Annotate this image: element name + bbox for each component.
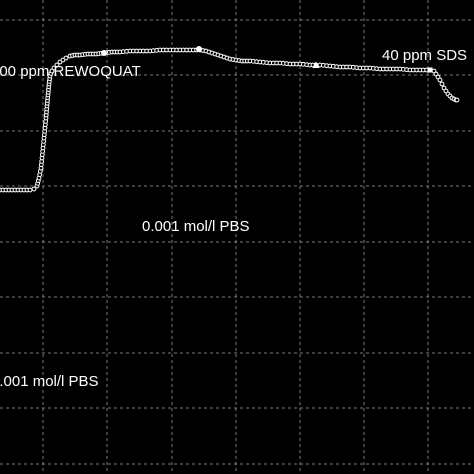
data-point xyxy=(31,186,37,192)
data-point xyxy=(51,65,57,71)
data-point xyxy=(54,62,60,68)
square-data-point xyxy=(427,67,433,73)
data-point xyxy=(437,77,443,83)
data-point xyxy=(63,55,69,61)
large-data-point xyxy=(101,50,107,56)
triangle-data-point xyxy=(312,61,320,68)
data-point xyxy=(439,81,445,87)
annotation-pbs-middle: 0.001 mol/l PBS xyxy=(142,218,250,235)
annotation-rewoquat: 500 ppm REWOQUAT xyxy=(0,63,141,80)
data-point xyxy=(454,97,460,103)
data-point xyxy=(27,187,33,193)
annotation-sds: 40 ppm SDS xyxy=(382,47,468,64)
annotation-pbs-bottom: 0.001 mol/l PBS xyxy=(0,373,99,390)
data-markers xyxy=(0,46,460,193)
large-data-point xyxy=(196,46,202,52)
